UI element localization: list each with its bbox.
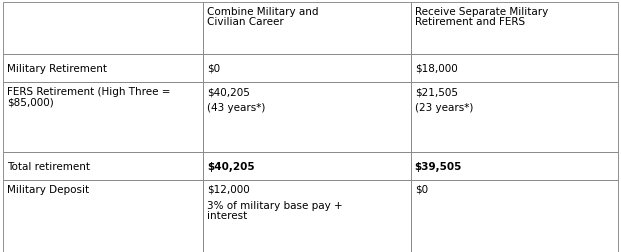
Bar: [410, 180, 618, 252]
Text: Retirement and FERS: Retirement and FERS: [415, 17, 525, 27]
Text: Military Deposit: Military Deposit: [7, 184, 89, 194]
Text: $18,000: $18,000: [415, 64, 458, 74]
Bar: [3, 3, 203, 55]
Text: Receive Separate Military: Receive Separate Military: [415, 7, 548, 17]
Text: $40,205: $40,205: [207, 161, 255, 171]
Text: FERS Retirement (High Three =: FERS Retirement (High Three =: [7, 87, 171, 97]
Bar: [410, 3, 618, 55]
Text: (43 years*): (43 years*): [207, 103, 265, 113]
Text: (23 years*): (23 years*): [415, 103, 473, 113]
Bar: [410, 55, 618, 83]
Text: $0: $0: [415, 184, 428, 194]
Text: 3% of military base pay +: 3% of military base pay +: [207, 200, 343, 210]
Bar: [410, 152, 618, 180]
Text: interest: interest: [207, 210, 247, 220]
Bar: [203, 83, 410, 152]
Text: $85,000): $85,000): [7, 97, 54, 107]
Bar: [203, 55, 410, 83]
Bar: [410, 83, 618, 152]
Text: $12,000: $12,000: [207, 184, 250, 194]
Bar: [3, 55, 203, 83]
Text: $40,205: $40,205: [207, 87, 250, 97]
Text: Total retirement: Total retirement: [7, 161, 90, 171]
Text: Civilian Career: Civilian Career: [207, 17, 284, 27]
Bar: [3, 83, 203, 152]
Text: $21,505: $21,505: [415, 87, 458, 97]
Bar: [3, 152, 203, 180]
Bar: [203, 180, 410, 252]
Text: $0: $0: [207, 64, 220, 74]
Text: Combine Military and: Combine Military and: [207, 7, 319, 17]
Bar: [3, 180, 203, 252]
Bar: [203, 152, 410, 180]
Bar: [203, 3, 410, 55]
Text: $39,505: $39,505: [415, 161, 462, 171]
Text: Military Retirement: Military Retirement: [7, 64, 107, 74]
